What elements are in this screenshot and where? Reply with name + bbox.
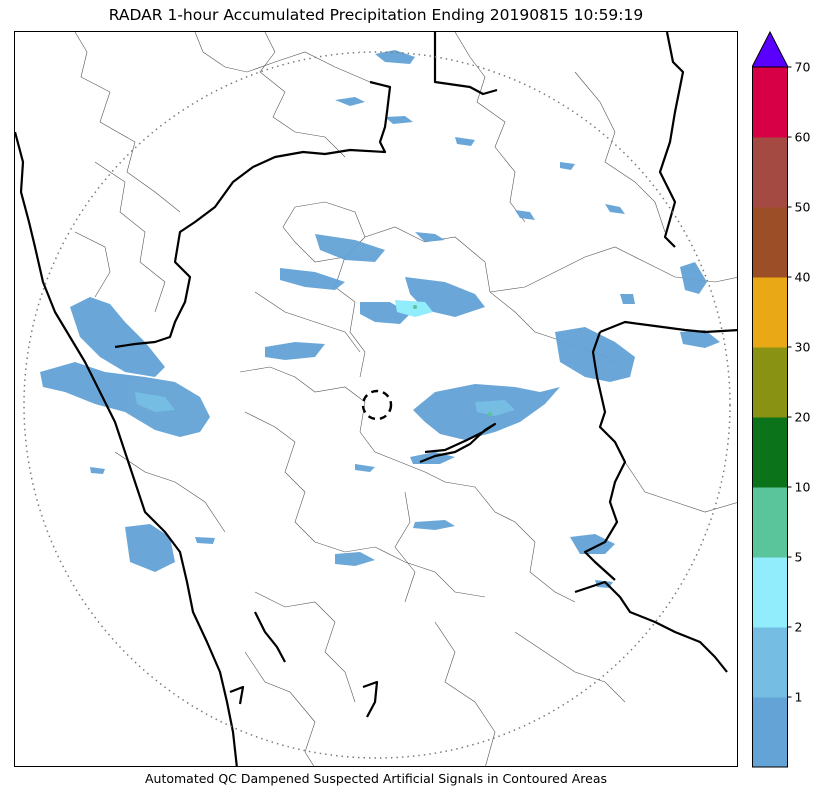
echo-top-6 — [605, 204, 625, 214]
echo-north-5 — [680, 262, 707, 294]
colorbar-tick-label: 20 — [795, 410, 811, 425]
echo-small-5 — [195, 537, 215, 544]
qc-footnote: Automated QC Dampened Suspected Artifici… — [144, 771, 608, 786]
echo-east-3 — [620, 294, 635, 304]
echo-top-5 — [515, 210, 535, 220]
colorbar-tick-label: 5 — [795, 550, 803, 565]
echo-top-3 — [385, 116, 413, 124]
echo-small-1 — [455, 137, 475, 146]
colorbar-bin — [752, 627, 788, 698]
echo-east — [555, 327, 635, 382]
echo-mid-2 — [413, 520, 455, 530]
colorbar-bin — [752, 347, 788, 418]
echo-top-2 — [335, 97, 365, 106]
colorbar-tick-label: 40 — [795, 270, 811, 285]
echo-southeast — [570, 534, 615, 554]
echo-east-2 — [680, 330, 720, 348]
precipitation-echoes — [40, 50, 720, 588]
colorbar-tick-label: 1 — [795, 690, 803, 705]
radar-map[interactable] — [14, 31, 738, 767]
echo-small-6 — [90, 467, 105, 474]
map-canvas — [15, 32, 737, 766]
colorbar-bin — [752, 557, 788, 628]
echo-top-4 — [415, 232, 445, 242]
map-title: RADAR 1-hour Accumulated Precipitation E… — [108, 6, 644, 24]
echo-south — [335, 552, 375, 566]
colorbar-bin — [752, 137, 788, 208]
echo-center-west — [265, 342, 325, 360]
colorbar-extend-arrow — [752, 30, 789, 68]
echo-small-2 — [560, 162, 575, 170]
state-boundaries — [15, 32, 737, 766]
echo-west-band — [40, 362, 210, 437]
colorbar-tick-label: 30 — [795, 340, 811, 355]
colorbar-bin — [752, 697, 788, 768]
district-boundaries — [74, 32, 737, 766]
colorbar-tick-label: 70 — [795, 60, 811, 75]
radar-site-marker — [361, 389, 393, 421]
echo-north-2 — [280, 268, 345, 290]
colorbar-tick-label: 60 — [795, 130, 811, 145]
precipitation-colorbar: 1 2 5 10 20 30 40 50 60 70 — [752, 30, 811, 768]
colorbar-bin — [752, 487, 788, 558]
colorbar-tick-label: 2 — [795, 620, 803, 635]
echo-top-1 — [375, 50, 415, 64]
heavier-echoes — [135, 300, 515, 417]
echo-northcentral — [315, 234, 385, 262]
colorbar-bins — [752, 67, 788, 768]
echo-small-4 — [355, 464, 375, 472]
colorbar-tick-label: 50 — [795, 200, 811, 215]
echo-northwest — [70, 297, 165, 377]
colorbar-bin — [752, 67, 788, 138]
coastline — [15, 131, 238, 766]
colorbar-tick-label: 10 — [795, 480, 811, 495]
colorbar-bin — [752, 207, 788, 278]
echo-southwest — [125, 524, 175, 572]
colorbar-bin — [752, 417, 788, 488]
range-ring — [23, 51, 731, 759]
colorbar-ticks: 1 2 5 10 20 30 40 50 60 70 — [787, 60, 811, 705]
colorbar-bin — [752, 277, 788, 348]
